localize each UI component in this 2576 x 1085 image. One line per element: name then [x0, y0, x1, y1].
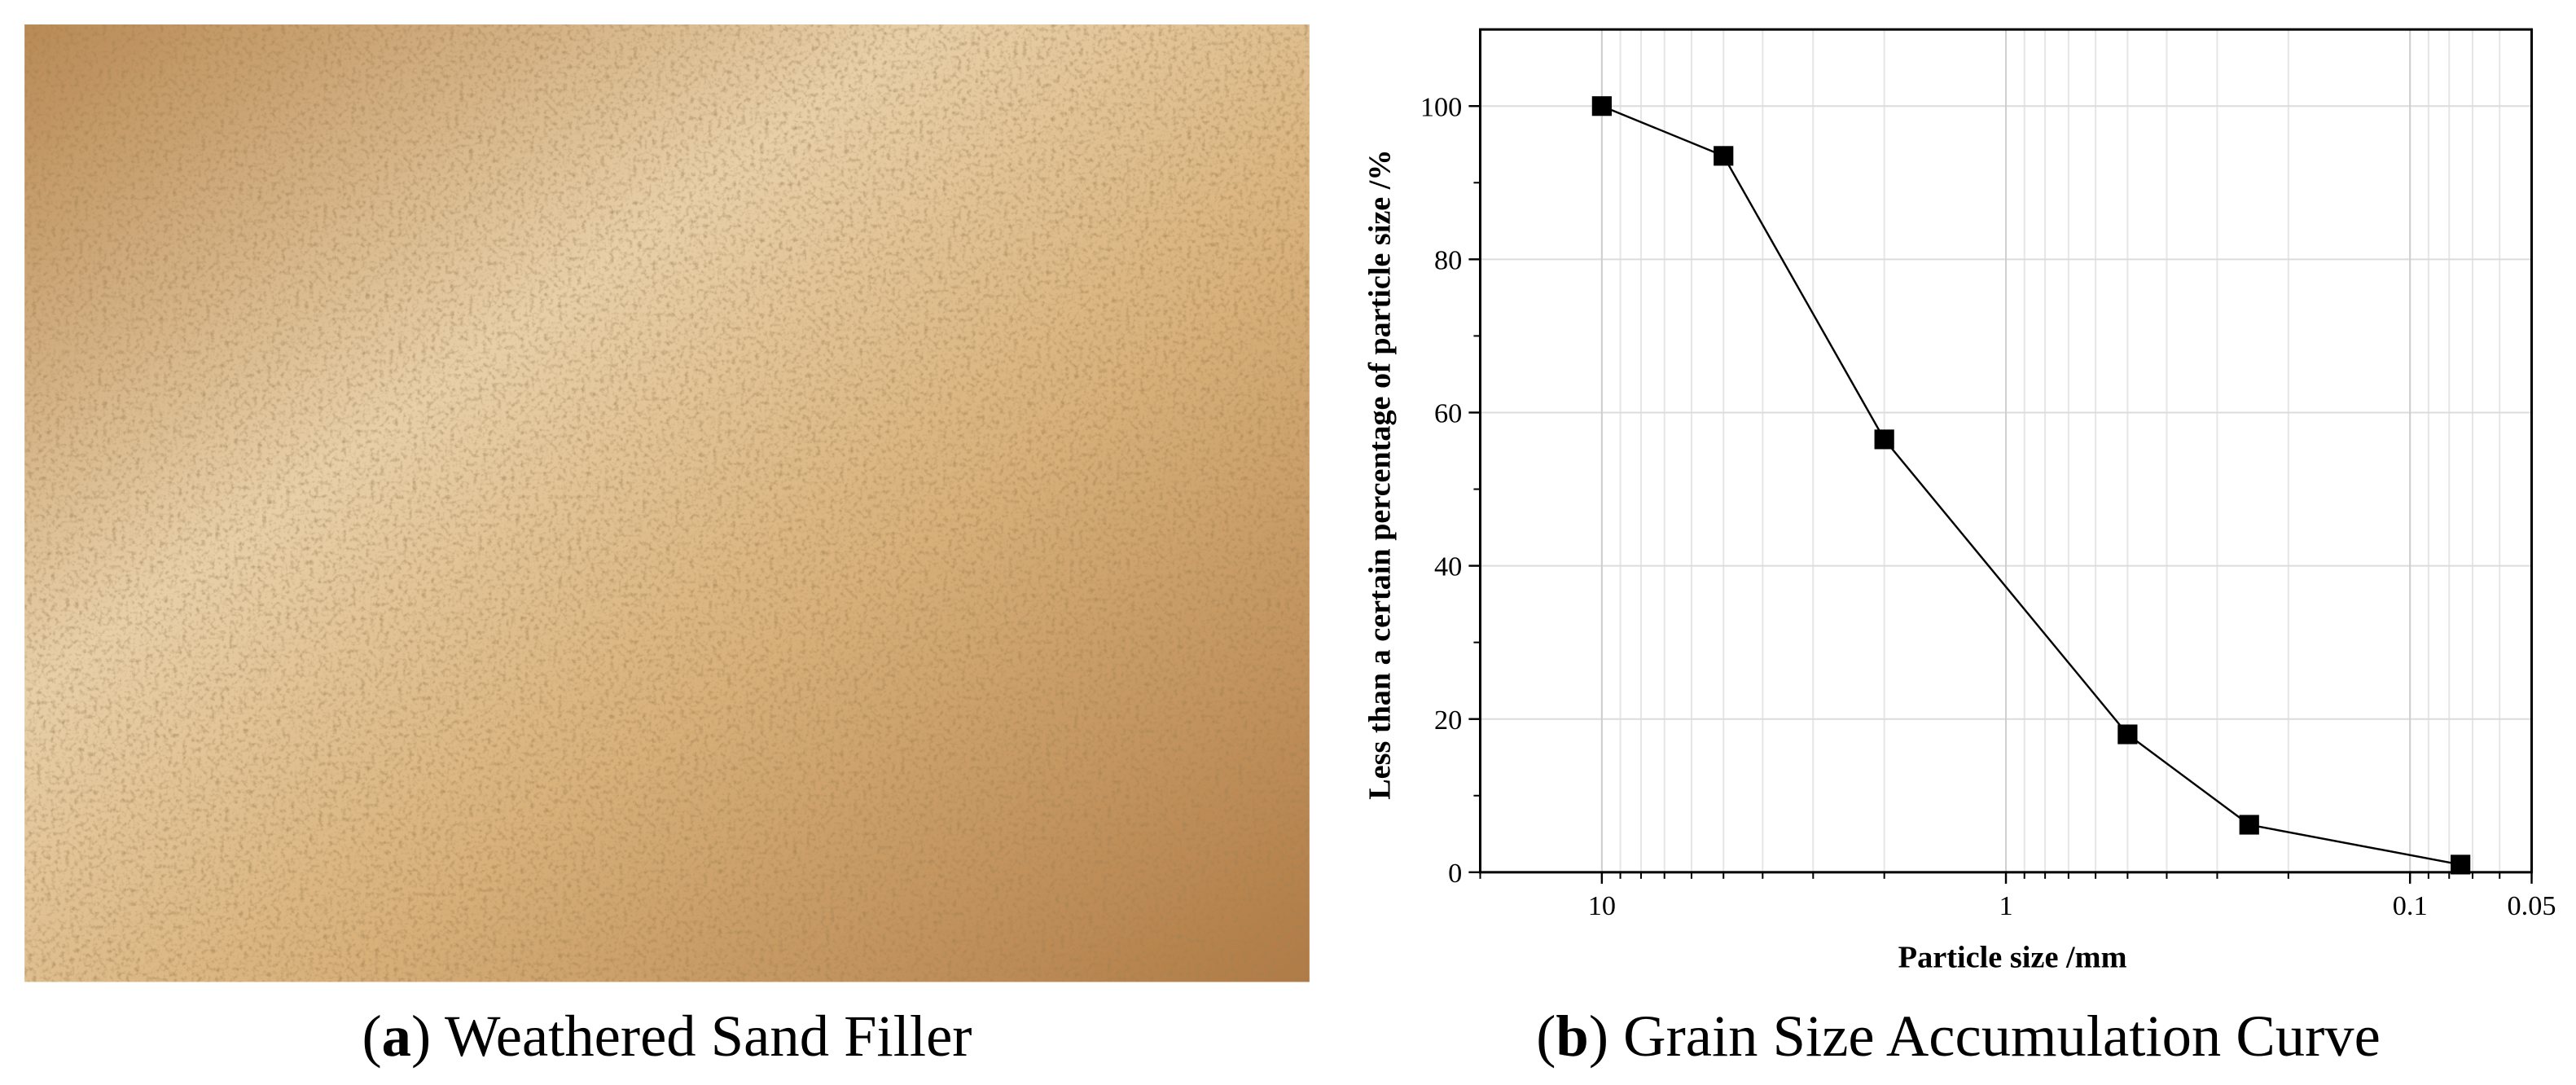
caption-paren: ( — [1536, 1003, 1556, 1069]
x-tick-label: 10 — [1588, 891, 1616, 921]
data-point — [2451, 854, 2471, 875]
y-axis-label: Less than a certain percentage of partic… — [1363, 149, 1398, 799]
sand-photo — [24, 24, 1310, 982]
y-tick-label: 20 — [1434, 705, 1462, 736]
y-tick-label: 100 — [1420, 92, 1462, 122]
caption-letter: a — [382, 1003, 411, 1069]
chart: 0 20 40 60 80 100 10 1 0.1 0.05 — [1420, 28, 2556, 921]
data-point — [2239, 815, 2259, 835]
caption-a: (a) Weathered Sand Filler — [362, 1003, 972, 1069]
x-tick-label: 0.1 — [2393, 891, 2428, 921]
x-tick-label: 0.05 — [2508, 891, 2556, 921]
y-tick-label: 80 — [1434, 245, 1462, 275]
photo-texture — [24, 24, 1310, 982]
data-point — [1714, 146, 1734, 166]
y-tick-label: 0 — [1448, 859, 1462, 889]
caption-letter: b — [1556, 1003, 1588, 1069]
caption-b: (b) Grain Size Accumulation Curve — [1536, 1003, 2381, 1069]
data-point — [1591, 96, 1612, 116]
data-point — [2117, 724, 2138, 745]
caption-text: ) Grain Size Accumulation Curve — [1589, 1003, 2381, 1069]
x-axis-label: Particle size /mm — [1898, 940, 2127, 974]
caption-paren: ( — [362, 1003, 381, 1069]
y-tick-label: 40 — [1434, 552, 1462, 582]
caption-text: ) Weathered Sand Filler — [411, 1003, 972, 1069]
y-tick-label: 60 — [1434, 399, 1462, 429]
x-tick-label: 1 — [1999, 891, 2012, 921]
plot-frame — [1479, 28, 2534, 874]
data-line — [1601, 105, 2461, 866]
data-point — [1874, 429, 1894, 450]
